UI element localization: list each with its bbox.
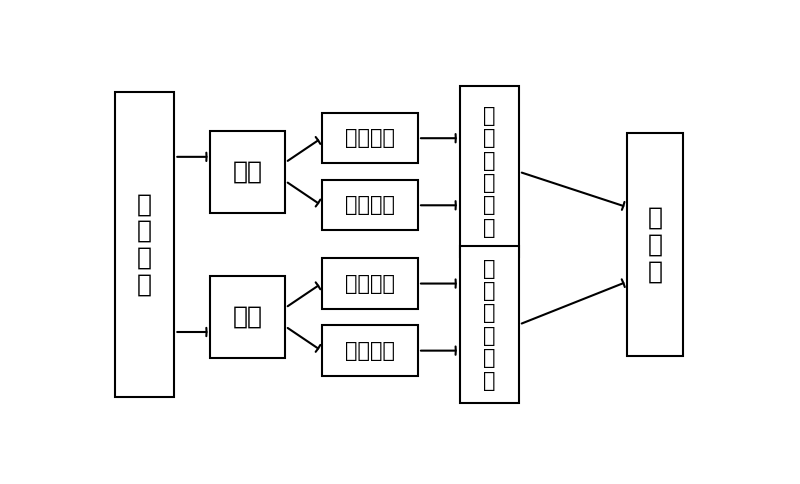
Bar [115,91,174,397]
Bar [322,325,418,376]
Text: 春播: 春播 [233,160,262,184]
Text: 夏播: 夏播 [233,305,262,329]
Bar [627,133,682,356]
Text: 第
二
耐
荫
系
数: 第 二 耐 荫 系 数 [483,258,496,391]
Bar [460,86,519,257]
Text: 第
一
耐
荫
系
数: 第 一 耐 荫 系 数 [483,106,496,238]
Text: 净作产量: 净作产量 [345,128,394,148]
Bar [322,258,418,309]
Bar [210,131,285,213]
Text: 间作产量: 间作产量 [345,195,394,215]
Bar [322,113,418,164]
Bar [460,246,519,403]
Bar [210,276,285,358]
Bar [322,180,418,230]
Text: 套种产量: 套种产量 [345,273,394,294]
Text: 耐
荫
性: 耐 荫 性 [647,206,662,283]
Text: 净作产量: 净作产量 [345,341,394,361]
Text: 待
测
大
豆: 待 测 大 豆 [137,192,152,297]
